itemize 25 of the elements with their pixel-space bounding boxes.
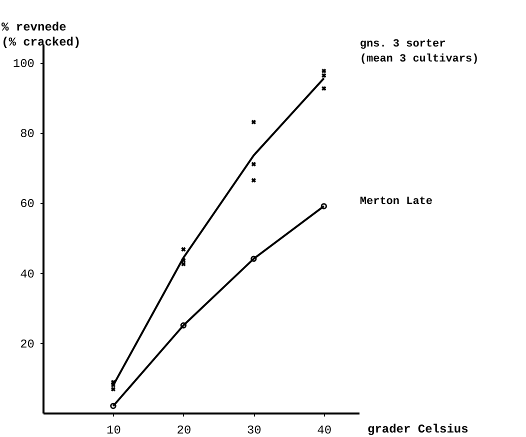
point bbox=[180, 322, 187, 328]
point bbox=[322, 73, 326, 78]
point bbox=[251, 120, 256, 124]
point bbox=[181, 258, 186, 263]
point bbox=[322, 68, 326, 74]
point bbox=[181, 262, 186, 266]
y-tick-label: 80 bbox=[20, 127, 34, 142]
point bbox=[251, 162, 256, 166]
y-tick-label: 60 bbox=[20, 197, 34, 212]
x-tick-label: 40 bbox=[317, 424, 332, 437]
x-tick-label: 30 bbox=[246, 424, 262, 437]
point bbox=[110, 386, 116, 392]
y-tick-label: 100 bbox=[12, 57, 34, 72]
text: gns. 3 sorter (mean 3 cultivars) bbox=[360, 38, 479, 66]
point bbox=[250, 256, 257, 262]
x-tick-label: 10 bbox=[106, 424, 121, 437]
point bbox=[251, 178, 256, 183]
y-axis-title: % revnede (% cracked) bbox=[2, 20, 81, 50]
point bbox=[322, 86, 326, 91]
text: Merton Late bbox=[360, 196, 433, 208]
y-tick-label: 40 bbox=[20, 267, 34, 282]
y-tick-label: 20 bbox=[20, 337, 34, 352]
x-tick-label: 20 bbox=[176, 424, 192, 437]
x-axis-title: grader Celsius bbox=[368, 422, 468, 436]
point bbox=[181, 247, 186, 252]
